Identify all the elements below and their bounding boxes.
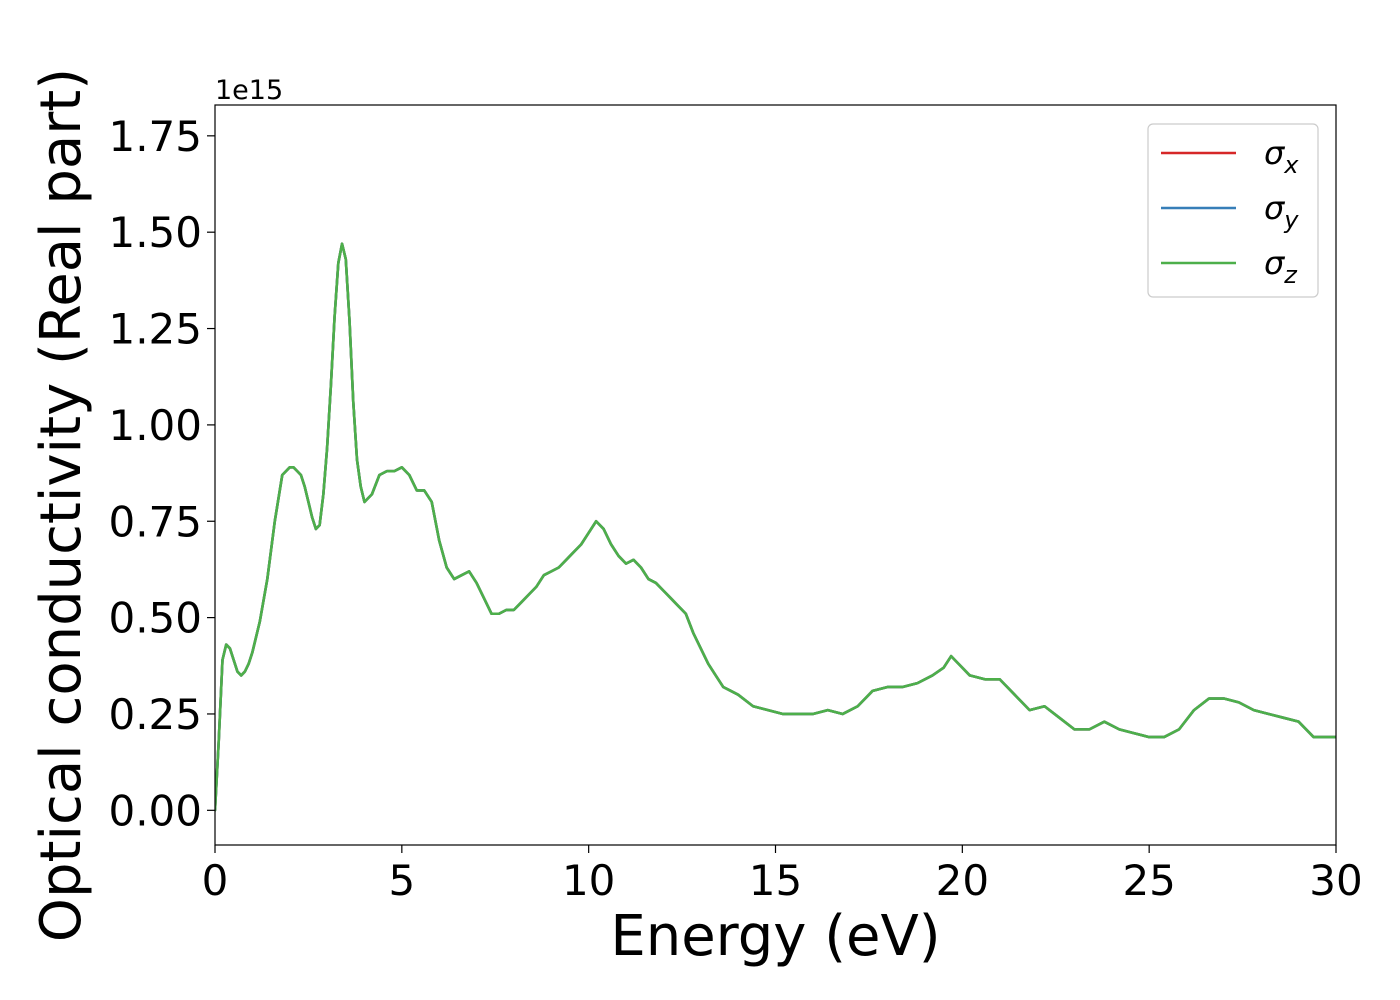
- legend-label: σx: [1264, 134, 1299, 179]
- y-tick-label: 0.25: [108, 690, 202, 739]
- y-tick-label: 1.00: [108, 401, 202, 450]
- x-tick-label: 20: [936, 856, 989, 905]
- x-tick-label: 30: [1309, 856, 1362, 905]
- x-tick-label: 0: [202, 856, 229, 905]
- legend-frame: [1147, 123, 1319, 298]
- legend-label: σz: [1264, 244, 1298, 289]
- y-tick-label: 0.75: [108, 497, 202, 546]
- legend-subscript: y: [1283, 206, 1299, 234]
- legend-label: σy: [1264, 189, 1299, 234]
- y-tick-label: 0.00: [108, 786, 202, 835]
- y-tick-label: 1.75: [108, 112, 202, 161]
- series-lines: [215, 242, 1336, 812]
- y-tick-label: 0.50: [108, 594, 202, 643]
- x-tick-label: 10: [562, 856, 615, 905]
- x-tick-label: 5: [388, 856, 415, 905]
- x-tick-label: 25: [1122, 856, 1175, 905]
- y-tick-label: 1.50: [108, 208, 202, 257]
- y-axis-ticks: 0.00 0.25 0.50 0.75 1.00 1.25 1.50 1.75: [108, 112, 215, 835]
- legend-subscript: x: [1283, 151, 1299, 179]
- y-axis-offset-text: 1e15: [215, 75, 283, 106]
- y-axis-label: Optical conductivity (Real part): [29, 68, 94, 942]
- legend-item-sigma-z: σz: [1161, 244, 1298, 289]
- legend-symbol: σ: [1264, 244, 1286, 282]
- series-line-sigma-z: [215, 242, 1336, 812]
- legend-symbol: σ: [1264, 189, 1286, 227]
- y-tick-label: 1.25: [108, 305, 202, 354]
- legend-subscript: z: [1283, 261, 1298, 289]
- legend-item-sigma-x: σx: [1161, 134, 1299, 179]
- x-axis-ticks: 0 5 10 15 20 25 30: [202, 845, 1363, 905]
- x-axis-label: Energy (eV): [610, 904, 940, 969]
- x-tick-label: 15: [749, 856, 802, 905]
- legend-symbol: σ: [1264, 134, 1286, 172]
- legend-item-sigma-y: σy: [1161, 189, 1299, 234]
